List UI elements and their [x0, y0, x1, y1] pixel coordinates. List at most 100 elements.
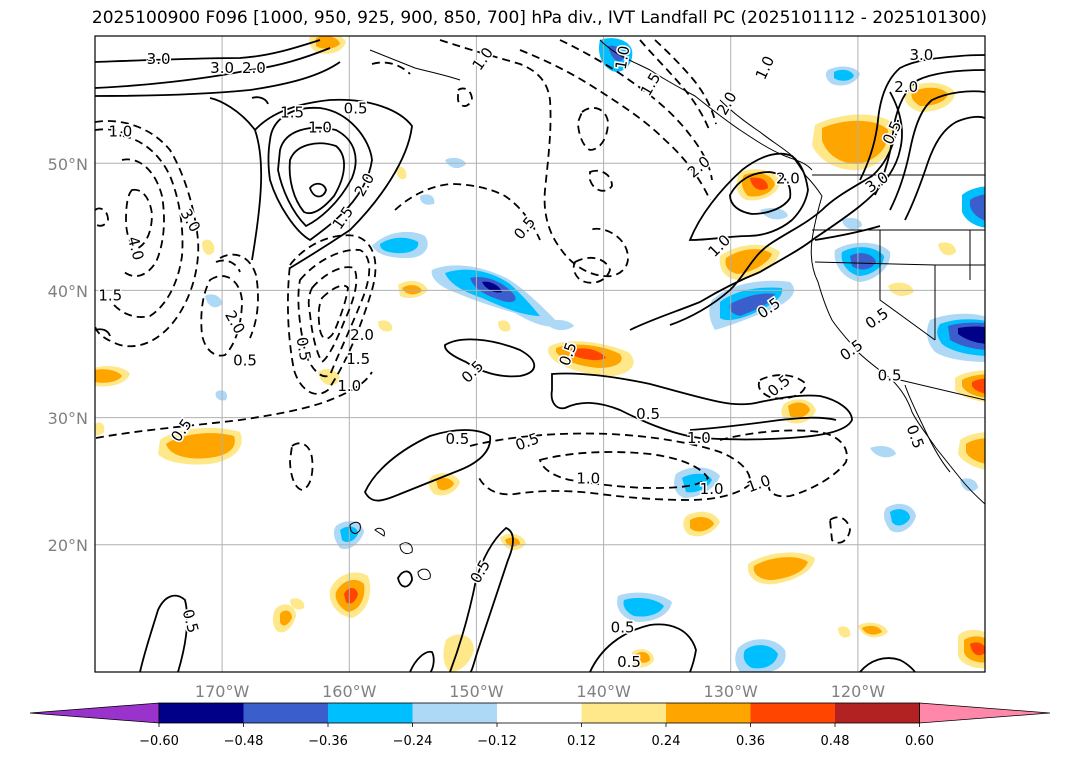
colorbar: −0.60 −0.48 −0.36 −0.24 −0.12 0.12 0.24 …: [29, 702, 1051, 749]
contour-label: 0.5: [293, 336, 315, 363]
contour-line: [519, 49, 711, 201]
lat-label-40: 40°N: [48, 282, 88, 301]
shade-negative: [960, 478, 978, 492]
contour-line: [317, 284, 349, 340]
contour-line: [814, 225, 881, 241]
colorbar-segment: [243, 703, 328, 723]
contour-label: 2.0: [350, 326, 374, 344]
contour-line: [538, 451, 710, 489]
longitude-labels: 170°W 160°W 150°W 140°W 130°W 120°W: [195, 682, 885, 701]
colorbar-label: −0.12: [477, 734, 517, 749]
lat-label-50: 50°N: [48, 155, 88, 174]
colorbar-label: 0.24: [652, 734, 681, 749]
contour-line: [287, 234, 377, 395]
shade-negative: [743, 645, 778, 669]
shade-negative: [482, 281, 502, 293]
shade-negative: [380, 237, 419, 254]
contour-line: [444, 338, 536, 378]
colorbar-segment: [581, 703, 666, 723]
shade-positive: [498, 320, 511, 332]
lon-label-130w: 130°W: [704, 682, 759, 701]
contour-label: 0.5: [617, 653, 641, 671]
shade-negative: [958, 326, 985, 344]
contour-line: [904, 115, 985, 221]
colorbar-label: −0.24: [393, 734, 433, 749]
map-frame: [94, 35, 986, 673]
contour-label: 1.5: [346, 350, 370, 368]
shade-positive: [402, 285, 422, 295]
colorbar-frame: [158, 702, 920, 724]
shade-positive: [966, 438, 985, 464]
contour-line: [95, 128, 131, 141]
contour-line: [219, 253, 259, 339]
contour-label: 0.5: [636, 405, 660, 423]
shade-positive: [972, 378, 985, 394]
colorbar-segment: [750, 703, 835, 723]
colorbar-label: 0.12: [567, 734, 596, 749]
contour-line: [469, 432, 752, 501]
shade-positive: [911, 87, 948, 106]
contour-label: 1.5: [280, 103, 304, 121]
lat-label-30: 30°N: [48, 409, 88, 428]
contour-label: 1.5: [98, 287, 122, 305]
contour-label: 1.0: [308, 119, 332, 137]
colorbar-label: 0.60: [905, 734, 934, 749]
colorbar-segment: [328, 703, 413, 723]
contour-line: [639, 39, 711, 133]
shade-positive: [690, 517, 714, 532]
contour-line: [297, 249, 371, 378]
contour-line: [829, 516, 851, 544]
contour-line: [394, 183, 541, 241]
shade-negative: [970, 194, 985, 221]
contour-line: [397, 570, 413, 588]
contour-label: 0.5: [878, 367, 902, 385]
contour-line: [215, 259, 241, 273]
contour-label: 3.0: [909, 46, 933, 64]
contour-line: [95, 120, 200, 348]
contour-line: [589, 169, 613, 192]
contour-line: [889, 90, 985, 211]
map-area: 3.0 3.0 2.01.5 0.51.02.01.51.03.04.01.52.00…: [94, 35, 986, 673]
contour-line: [859, 657, 916, 672]
shade-negative: [205, 294, 222, 308]
colorbar-segment: [412, 703, 497, 723]
lon-label-150w: 150°W: [449, 682, 504, 701]
shade-negative: [545, 319, 574, 331]
chart-title: 2025100900 F096 [1000, 950, 925, 900, 85…: [91, 8, 988, 28]
contour-line: [209, 97, 256, 131]
lon-label-140w: 140°W: [576, 682, 631, 701]
shade-negative: [420, 194, 435, 205]
island-hawaii: [399, 542, 413, 555]
shade-positive: [636, 652, 650, 663]
coastline-baja: [904, 384, 951, 473]
latitude-labels: 20°N 30°N 40°N 50°N: [48, 155, 88, 555]
shade-negative: [760, 208, 788, 220]
island-hawaii: [374, 527, 385, 537]
shade-negative: [623, 598, 664, 617]
contour-line: [109, 134, 184, 318]
contour-line: [729, 171, 792, 215]
lat-label-20: 20°N: [48, 536, 88, 555]
contour-label: 1.0: [337, 377, 361, 395]
shade-positive: [95, 369, 122, 383]
shade-negative: [729, 293, 775, 316]
contour-label: 0.5: [611, 619, 635, 637]
shade-positive: [750, 177, 768, 190]
contour-label: 0.5: [445, 430, 469, 448]
contour-label: 1.0: [687, 429, 711, 447]
contour-line: [289, 442, 314, 491]
contour-line: [457, 87, 473, 107]
contour-line: [409, 650, 435, 672]
contour-line: [251, 96, 269, 105]
contour-line: [364, 429, 492, 502]
coastlines: [349, 39, 985, 581]
contour-line: [629, 91, 903, 331]
contour-line: [95, 371, 373, 439]
shade-negative: [890, 509, 910, 526]
colorbar-label: 0.48: [821, 734, 850, 749]
contour-line: [757, 374, 807, 400]
contour-label: 3.0: [210, 59, 234, 77]
shade-positive: [280, 610, 292, 626]
contour-line: [121, 158, 165, 277]
contour-line: [874, 69, 985, 196]
